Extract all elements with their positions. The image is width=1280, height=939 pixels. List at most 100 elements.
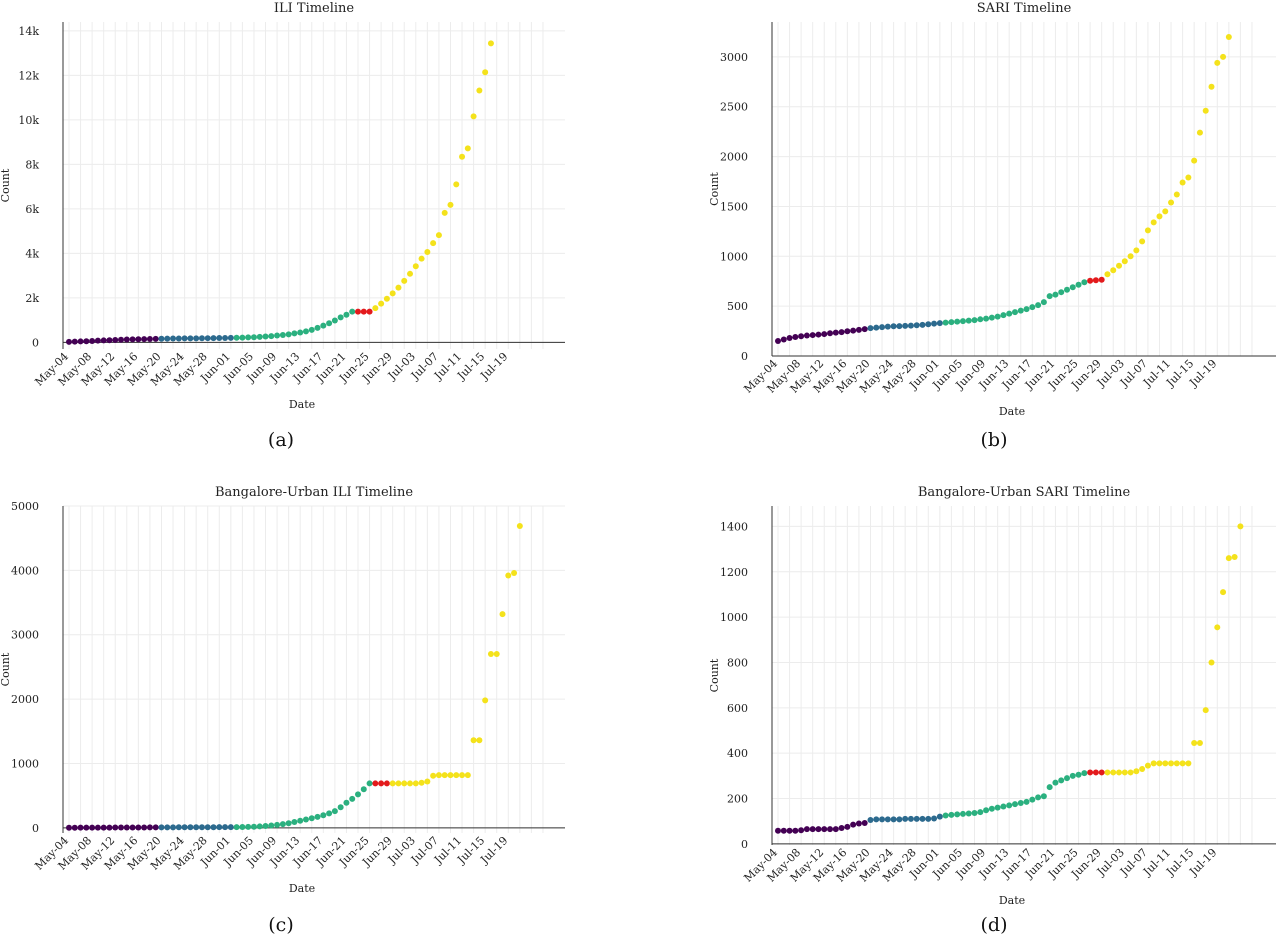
data-point-unlock_1	[308, 326, 315, 333]
data-point-unlock_1	[1046, 784, 1053, 791]
data-point-unlock_1	[245, 823, 252, 830]
data-point-pre_lockdown	[118, 824, 125, 831]
data-point-pre_lockdown	[838, 824, 845, 831]
chart-panel-b: 050010001500200025003000May-04May-08May-…	[708, 1, 1276, 451]
data-point-lockdown_weekend	[1098, 276, 1105, 283]
data-point-lockdown	[198, 824, 205, 831]
data-point-unlock_1	[994, 313, 1001, 320]
data-point-pre_lockdown	[71, 338, 78, 345]
data-point-unlock_1	[1081, 279, 1088, 286]
data-point-pre_lockdown	[123, 824, 130, 831]
y-tick-label: 1400	[720, 520, 748, 533]
y-tick-label: 8k	[25, 158, 39, 171]
data-point-unlock_1	[1069, 284, 1076, 291]
data-point-unlock_2	[511, 569, 518, 576]
data-point-pre_lockdown	[821, 826, 828, 833]
data-point-unlock_2	[1150, 760, 1157, 767]
data-point-pre_lockdown	[798, 333, 805, 340]
data-point-pre_lockdown	[89, 337, 96, 344]
data-point-unlock_1	[326, 810, 333, 817]
x-axis-label: Date	[999, 894, 1025, 907]
data-point-unlock_1	[250, 823, 257, 830]
data-point-pre_lockdown	[780, 336, 787, 343]
data-point-unlock_2	[1133, 247, 1140, 254]
data-point-unlock_1	[302, 816, 309, 823]
data-point-unlock_2	[1179, 760, 1186, 767]
data-point-unlock_2	[1202, 707, 1209, 714]
data-point-lockdown	[879, 324, 886, 331]
data-point-unlock_1	[1052, 291, 1059, 298]
data-point-unlock_2	[1220, 589, 1227, 596]
data-point-lockdown_weekend	[1087, 769, 1094, 776]
data-point-unlock_2	[487, 651, 494, 658]
data-point-unlock_1	[314, 813, 321, 820]
data-point-unlock_1	[291, 819, 298, 826]
data-point-pre_lockdown	[850, 327, 857, 334]
data-point-pre_lockdown	[129, 824, 136, 831]
data-point-pre_lockdown	[83, 824, 90, 831]
data-point-unlock_2	[1196, 739, 1203, 746]
y-tick-label: 4k	[25, 247, 39, 260]
chart-panel-a: 02k4k6k8k10k12k14kMay-04May-08May-12May-…	[0, 1, 565, 451]
data-point-unlock_2	[424, 778, 431, 785]
chart-panel-d: 0200400600800100012001400May-04May-08May…	[708, 485, 1276, 936]
data-point-pre_lockdown	[815, 331, 822, 338]
y-axis-label: Count	[0, 168, 12, 202]
data-point-unlock_2	[1104, 769, 1111, 776]
data-point-unlock_2	[1237, 523, 1244, 530]
data-point-unlock_1	[1075, 281, 1082, 288]
data-point-pre_lockdown	[844, 328, 851, 335]
data-point-pre_lockdown	[77, 338, 84, 345]
data-point-unlock_1	[262, 333, 269, 340]
data-point-unlock_1	[1046, 293, 1053, 300]
data-point-lockdown	[884, 816, 891, 823]
data-point-unlock_1	[239, 824, 246, 831]
data-point-unlock_1	[965, 810, 972, 817]
data-point-lockdown	[867, 325, 874, 332]
data-point-lockdown	[902, 815, 909, 822]
data-point-unlock_2	[482, 697, 489, 704]
data-point-lockdown	[204, 335, 211, 342]
data-point-pre_lockdown	[832, 826, 839, 833]
data-point-unlock_2	[1104, 271, 1111, 278]
data-point-lockdown	[181, 824, 188, 831]
data-point-pre_lockdown	[786, 335, 793, 342]
data-point-unlock_1	[250, 334, 257, 341]
data-point-lockdown	[936, 320, 943, 327]
data-point-unlock_2	[482, 69, 489, 76]
data-point-pre_lockdown	[775, 338, 781, 345]
data-point-lockdown	[925, 321, 932, 328]
data-point-pre_lockdown	[832, 329, 839, 336]
data-point-lockdown	[216, 335, 223, 342]
data-point-lockdown_weekend	[1092, 769, 1099, 776]
data-point-pre_lockdown	[861, 326, 868, 333]
data-point-unlock_2	[430, 240, 437, 247]
data-point-unlock_2	[447, 772, 454, 779]
y-tick-label: 600	[727, 702, 748, 715]
data-point-unlock_1	[285, 331, 292, 338]
data-point-unlock_1	[1052, 779, 1059, 786]
data-point-unlock_1	[1017, 800, 1024, 807]
data-point-unlock_1	[291, 330, 298, 337]
data-point-unlock_2	[1162, 760, 1169, 767]
data-point-lockdown_weekend	[1098, 769, 1105, 776]
data-point-pre_lockdown	[792, 334, 799, 341]
data-point-unlock_2	[389, 780, 396, 787]
data-point-lockdown	[896, 323, 903, 330]
data-point-unlock_1	[349, 795, 356, 802]
data-point-pre_lockdown	[152, 335, 159, 342]
data-point-unlock_2	[464, 772, 471, 779]
data-point-lockdown	[222, 824, 229, 831]
data-point-pre_lockdown	[815, 826, 822, 833]
data-point-lockdown	[867, 817, 874, 824]
data-point-pre_lockdown	[94, 337, 101, 344]
y-tick-label: 200	[727, 793, 748, 806]
data-point-pre_lockdown	[792, 827, 799, 834]
data-point-pre_lockdown	[129, 336, 136, 343]
data-point-unlock_1	[1040, 299, 1047, 306]
data-point-lockdown	[210, 335, 217, 342]
data-point-unlock_2	[418, 779, 425, 786]
y-axis-label: Count	[0, 652, 12, 686]
x-axis-label: Date	[289, 882, 315, 895]
